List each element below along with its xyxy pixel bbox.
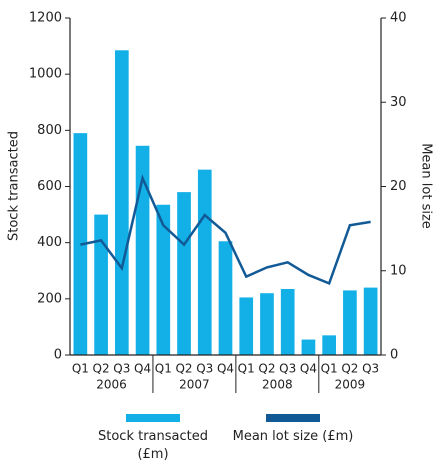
x-tick-label: Q1 (155, 362, 172, 376)
y2-tick-label: 40 (390, 11, 407, 26)
legend-label: Stock transacted (£m) (98, 429, 208, 462)
legend-label: Mean lot size (£m) (232, 429, 354, 444)
bar (197, 169, 212, 355)
bar (239, 297, 254, 355)
line (80, 174, 371, 286)
x-tick-label: Q2 (258, 362, 275, 376)
y-tick-label: 1000 (29, 67, 62, 82)
x-group-label: 2007 (179, 378, 210, 392)
x-tick-label: Q3 (196, 362, 213, 376)
y2-tick-label: 0 (390, 348, 398, 363)
x-tick-label: Q4 (217, 362, 234, 376)
x-group-label: 2006 (96, 378, 127, 392)
bar (177, 192, 191, 355)
x-tick-label: Q2 (175, 362, 192, 376)
y-tick-label: 0 (54, 348, 62, 363)
x-tick-label: Q1 (238, 362, 255, 376)
y2-axis-label: Mean lot size (419, 143, 434, 229)
y-tick-label: 600 (37, 179, 62, 194)
legend-swatch (126, 414, 180, 422)
y-tick-label: 400 (37, 235, 62, 250)
x-tick-label: Q2 (341, 362, 358, 376)
y-tick-label: 200 (37, 291, 62, 306)
y-tick-label: 1200 (29, 11, 62, 26)
legend-swatch (266, 414, 320, 422)
bar (280, 289, 295, 355)
y2-tick-label: 10 (390, 263, 407, 278)
y-axis-label: Stock transacted (7, 131, 22, 241)
bar (94, 214, 108, 355)
bar (114, 50, 129, 355)
bar (156, 204, 171, 355)
bar (322, 335, 337, 355)
x-tick-label: Q3 (279, 362, 296, 376)
x-tick-label: Q3 (362, 362, 379, 376)
bar (260, 293, 274, 355)
y2-tick-label: 30 (390, 95, 407, 110)
x-tick-label: Q3 (113, 362, 130, 376)
x-tick-label: Q1 (72, 362, 89, 376)
x-tick-label: Q4 (300, 362, 317, 376)
bar (218, 241, 233, 355)
bar (301, 339, 316, 355)
bar (343, 290, 357, 355)
x-tick-label: Q1 (321, 362, 338, 376)
x-tick-label: Q4 (134, 362, 151, 376)
y-tick-label: 800 (37, 123, 62, 138)
x-group-label: 2008 (262, 378, 293, 392)
y2-tick-label: 20 (390, 179, 407, 194)
x-group-label: 2009 (335, 378, 366, 392)
x-tick-label: Q2 (93, 362, 110, 376)
bar (363, 287, 378, 355)
